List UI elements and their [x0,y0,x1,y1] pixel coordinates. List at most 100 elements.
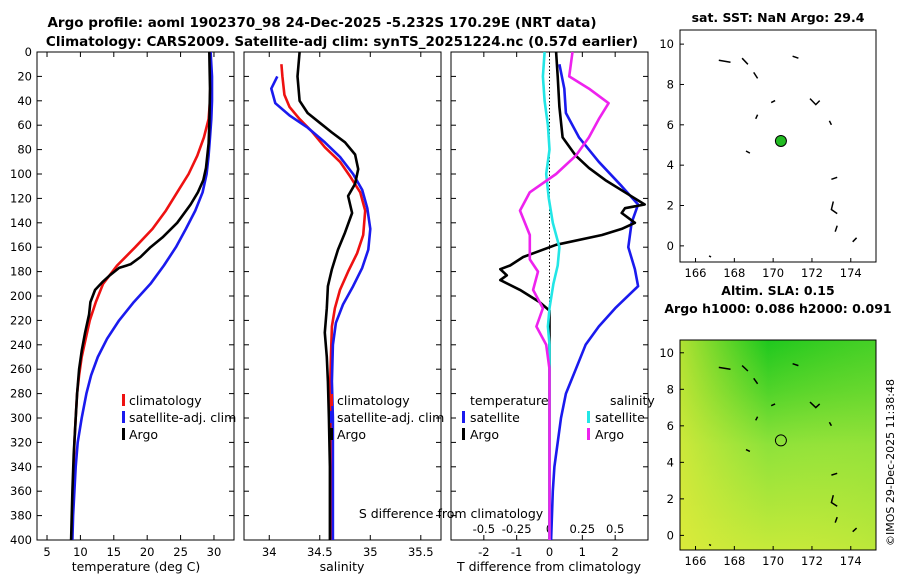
x-tick-label: 35 [363,545,378,559]
island-outline [830,201,838,215]
argo-line [69,51,212,541]
x-tick-label: 20 [140,545,155,559]
depth-tick-label: 320 [10,435,32,449]
island-outline [809,401,821,409]
depth-tick-label: 360 [10,484,32,498]
legend-temp-argo-label: Argo [470,427,499,442]
satellite-adj-clim-line [269,75,372,540]
depth-tick-label: 80 [17,143,32,157]
legend-temp-argo-swatch [462,428,465,440]
depth-tick-label: 260 [10,362,32,376]
climatology-line [280,64,367,540]
s-difference-tick-label: 0.25 [570,522,596,536]
map-x-tick-label: 174 [840,266,862,280]
map-x-tick-label: 170 [762,266,784,280]
depth-tick-label: 300 [10,411,32,425]
depth-tick-label: 400 [10,533,32,547]
depth-ticks: 0 20 40 60 80 100 120 140 160 180 200 220 240 260 280 3… [10,45,32,547]
difference-panel: -2 -1 0 1 2 -0.5 -0.25 0 0.25 0.5 S difference f… [359,51,655,574]
depth-tick-label: 140 [10,216,32,230]
legend-temp-satellite-label: satellite [470,410,520,425]
island-outline [753,71,759,79]
s-difference-tick-label: -0.5 [473,522,495,536]
chart-title-line1: Argo profile: aoml 1902370_98 24-Dec-202… [47,15,596,31]
legend-salinity-title: salinity [610,393,655,408]
island-outline [831,472,838,476]
island-outline [809,98,821,106]
temperature-argo-line [498,51,647,540]
island-outline [834,516,838,523]
legend-sal-satellite-swatch [587,411,590,423]
argo-line [296,51,360,540]
t-difference-label: T difference from climatology [456,559,642,574]
temperature-satellite-line [549,63,640,541]
island-outline [753,377,759,385]
depth-tick-label: 160 [10,240,32,254]
depth-tick-label: 340 [10,460,32,474]
map-y-tick-label: 8 [667,382,674,396]
map-x-tick-label: 172 [801,554,823,568]
legend-sal-argo-label: Argo [595,427,624,442]
temperature-x-label: temperature (deg C) [72,559,201,574]
salinity-satellite-line [541,51,561,540]
x-tick-label: 2 [612,545,619,559]
sla-x-ticks: 166 168 170 172 174 [685,546,862,568]
island-outline [792,362,799,367]
legend-temp-satellite-swatch [462,411,465,423]
legend-satellite-label: satellite-adj. clim [337,410,444,425]
island-outline [852,527,858,533]
island-outline [830,495,838,507]
sla-map-title-line1: Altim. SLA: 0.15 [721,283,834,298]
sla-y-ticks: 0 2 4 6 8 10 [659,346,684,542]
depth-tick-label: 20 [17,69,32,83]
x-tick-label: 0 [546,545,553,559]
chart-title-line2: Climatology: CARS2009. Satellite-adj cli… [46,34,638,50]
island-outline [834,225,838,232]
difference-x-ticks: -2 -1 0 1 2 [451,51,648,559]
map-y-tick-label: 4 [667,158,674,172]
depth-tick-label: 180 [10,265,32,279]
x-tick-label: -1 [511,545,522,559]
temperature-x-ticks: 5 10 15 20 25 30 [37,51,234,559]
island-outline [770,99,776,104]
difference-legend: temperature satellite Argo salinity sate… [462,393,655,442]
x-tick-label: 25 [173,545,188,559]
legend-argo-swatch [330,428,333,440]
salinity-panel: 34 34.5 35 35.5 salinity climatology satell… [243,51,444,574]
map-y-tick-label: 0 [667,239,674,253]
island-outline [755,416,759,421]
depth-tick-label: 380 [10,509,32,523]
map-x-tick-label: 172 [801,266,823,280]
s-difference-label: S difference from climatology [359,506,544,521]
temperature-legend: climatology satellite-adj. clim Argo [122,393,236,442]
map-x-tick-label: 168 [723,266,745,280]
x-tick-label: 5 [43,545,50,559]
legend-argo-swatch [122,428,125,440]
map-y-tick-label: 4 [667,455,674,469]
sla-coastline [708,362,858,547]
map-y-tick-label: 8 [667,77,674,91]
sla-map-title-line2: Argo h1000: 0.086 h2000: 0.091 [664,301,891,316]
island-outline [831,176,838,181]
temperature-panel: 0 20 40 60 80 100 120 140 160 180 200 220 240 260 280 3… [10,45,236,574]
x-tick-label: 35.5 [408,545,434,559]
map-y-tick-label: 10 [659,346,674,360]
map-y-tick-label: 2 [667,199,674,213]
island-outline [828,120,833,126]
legend-climatology-label: climatology [129,393,202,408]
s-difference-tick-label: 0.5 [606,522,624,536]
map-y-tick-label: 6 [667,118,674,132]
island-outline [741,57,749,65]
island-outline [745,150,751,154]
island-outline [828,421,833,427]
temperature-axes-frame [36,51,235,541]
depth-tick-label: 60 [17,118,32,132]
legend-sal-argo-swatch [587,428,590,440]
legend-satellite-label: satellite-adj. clim [129,410,236,425]
map-y-tick-label: 2 [667,492,674,506]
map-y-tick-label: 0 [667,528,674,542]
depth-tick-label: 40 [17,94,32,108]
sst-coastline [708,55,858,258]
x-tick-label: 10 [73,545,88,559]
